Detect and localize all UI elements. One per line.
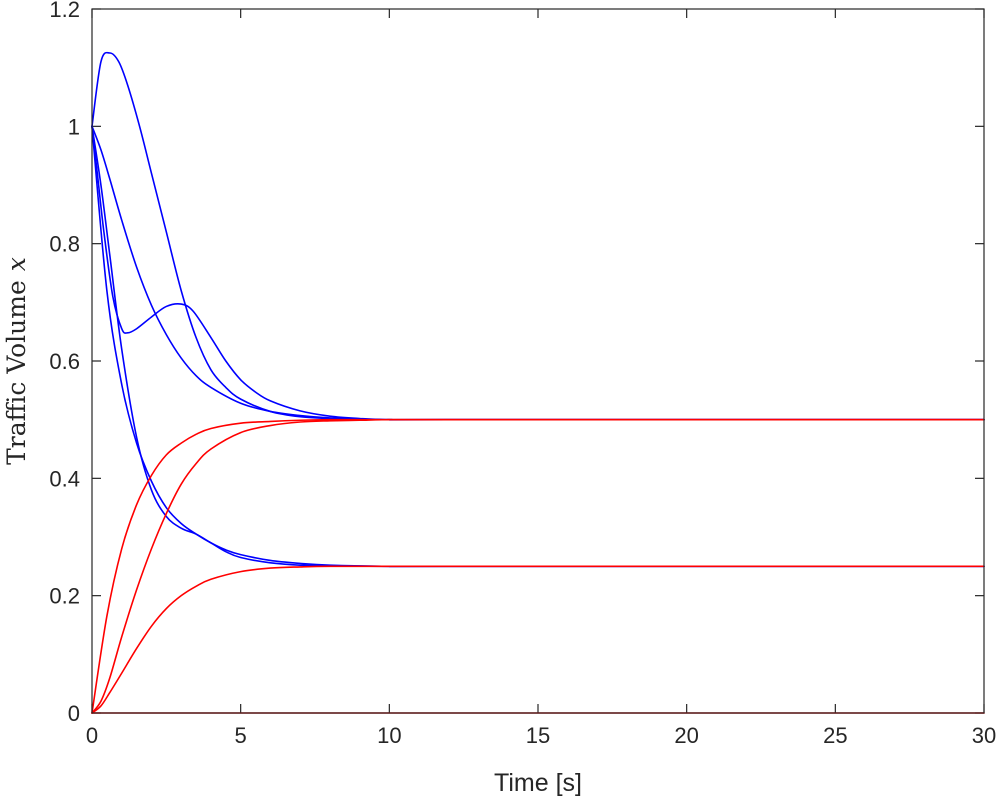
y-tick-label: 0.4 bbox=[49, 466, 80, 491]
x-tick-label: 5 bbox=[235, 723, 247, 748]
series-line-4 bbox=[91, 125, 985, 568]
plot-frame bbox=[91, 8, 985, 714]
y-axis-title-text: Traffic Volume bbox=[2, 280, 31, 465]
series-line-8 bbox=[91, 565, 985, 714]
x-axis-title: Time [s] bbox=[494, 769, 582, 797]
series-line-3 bbox=[91, 125, 985, 421]
y-tick-label: 0 bbox=[68, 701, 80, 726]
axis-tick-labels: 0 5 10 15 20 25 30 0 0.2 0.4 0.6 0.8 1 1.2 bbox=[49, 0, 996, 748]
y-tick-label: 0.6 bbox=[49, 349, 80, 374]
y-tick-label: 1 bbox=[68, 114, 80, 139]
x-tick-label: 20 bbox=[674, 723, 698, 748]
y-axis-title: Traffic Volume x bbox=[2, 257, 31, 465]
x-tick-label: 0 bbox=[86, 723, 98, 748]
x-tick-label: 10 bbox=[377, 723, 401, 748]
x-tick-label: 30 bbox=[972, 723, 996, 748]
series-line-2 bbox=[91, 125, 985, 421]
series-line-7 bbox=[91, 418, 985, 714]
y-tick-label: 0.2 bbox=[49, 584, 80, 609]
series-line-1 bbox=[91, 51, 985, 421]
y-tick-label: 1.2 bbox=[49, 0, 80, 22]
x-tick-label: 25 bbox=[823, 723, 847, 748]
y-axis-title-variable: x bbox=[2, 257, 31, 271]
x-tick-label: 15 bbox=[526, 723, 550, 748]
y-tick-label: 0.8 bbox=[49, 232, 80, 257]
series-line-5 bbox=[91, 125, 985, 568]
series-group bbox=[91, 51, 985, 714]
